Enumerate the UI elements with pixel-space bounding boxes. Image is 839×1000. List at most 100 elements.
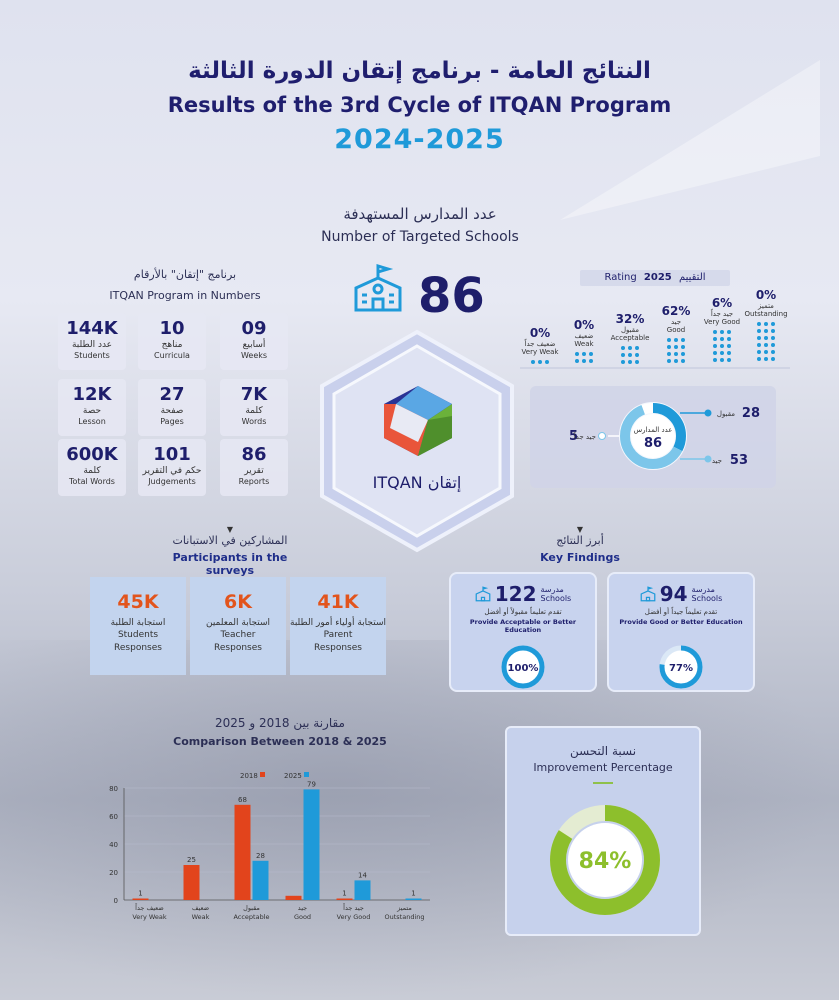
participant-tile: 45K استجابة الطلبة Students Responses xyxy=(90,577,186,675)
key-finding-text-en: Provide Good or Better Education xyxy=(619,618,743,626)
key-finding-unit-en: Schools xyxy=(691,594,723,603)
rating-label-en: Outstanding xyxy=(744,310,788,318)
number-value: 101 xyxy=(153,444,191,465)
rating-dot xyxy=(764,336,768,340)
rating-dot xyxy=(681,359,685,363)
number-value: 600K xyxy=(66,444,118,465)
bar-value-label: 28 xyxy=(256,852,265,860)
x-tick-label-en: Weak xyxy=(192,913,210,921)
x-tick-label-en: Outstanding xyxy=(385,913,425,921)
rating-dot xyxy=(764,350,768,354)
key-finding-ring: 100% xyxy=(501,645,545,689)
y-tick-label: 0 xyxy=(114,897,118,905)
x-tick-label-en: Good xyxy=(294,913,311,921)
key-finding-header: 94 مدرسة Schools xyxy=(609,582,753,606)
number-label-en: Pages xyxy=(160,417,184,426)
rating-heading: Rating 2025 التقييم xyxy=(580,270,730,286)
very-good-marker xyxy=(598,432,606,440)
rating-label-ar: جيد xyxy=(670,318,682,326)
acceptable-marker xyxy=(704,409,712,417)
rating-dot xyxy=(531,360,535,364)
ring-percent: 100% xyxy=(508,663,539,674)
x-tick-label-ar: ضعيف جداً xyxy=(134,903,164,912)
rating-column: 0% ضعيف Weak xyxy=(558,318,610,363)
rating-dot xyxy=(621,360,625,364)
number-label-en: Total Words xyxy=(69,477,115,486)
number-tile: 27 صفحة Pages xyxy=(138,379,206,436)
rating-dot xyxy=(628,353,632,357)
rating-heading-ar: التقييم xyxy=(678,272,706,283)
targeted-label-ar: عدد المدارس المستهدفة xyxy=(343,205,497,223)
key-finding-unit: مدرسة Schools xyxy=(541,585,572,603)
very-good-label: جيد جداً xyxy=(573,431,596,441)
key-finding-card: 94 مدرسة Schools تقدم تعليماً جيداً أو أفضل… xyxy=(607,572,755,692)
rating-dot xyxy=(720,344,724,348)
rating-dot xyxy=(720,330,724,334)
rating-dot xyxy=(635,353,639,357)
targeted-schools-heading: عدد المدارس المستهدفة Number of Targeted… xyxy=(230,205,610,245)
number-tile: 101 حكم في التقرير Judgements xyxy=(138,439,206,496)
rating-label-ar: مقبول xyxy=(620,326,640,334)
good-count: 53 xyxy=(730,453,748,468)
participant-value: 41K xyxy=(317,591,359,613)
rating-dot xyxy=(757,322,761,326)
bar-2025 xyxy=(252,860,269,900)
participant-label-ar: استجابة الطلبة xyxy=(110,618,166,628)
rating-percent: 0% xyxy=(529,326,551,340)
improvement-ring-center xyxy=(568,823,642,897)
number-tile: 86 تقرير Reports xyxy=(220,439,288,496)
key-finding-text-en: Provide Acceptable or Better Education xyxy=(469,618,577,634)
ring-arc xyxy=(659,645,703,689)
rating-dot xyxy=(667,352,671,356)
schools-distribution-box: عدد المدارس 86 28 مقبول 53 جيد 5 جيد جدا… xyxy=(530,386,776,488)
rating-dot xyxy=(713,344,717,348)
acceptable-count: 28 xyxy=(742,406,760,421)
x-tick-label-en: Very Weak xyxy=(132,913,167,921)
comparison-heading-ar: مقارنة بين 2018 و 2025 xyxy=(215,716,345,730)
improvement-percent: 84% xyxy=(579,849,632,874)
rating-dot xyxy=(771,322,775,326)
number-value: 10 xyxy=(159,318,185,339)
school-icon xyxy=(640,586,656,602)
rating-dot xyxy=(727,337,731,341)
rating-dot xyxy=(771,343,775,347)
schools-donut-chart: عدد المدارس 86 28 مقبول 53 جيد 5 جيد جدا… xyxy=(569,402,760,470)
key-finding-ring: 77% xyxy=(659,645,703,689)
x-tick-label-ar: جيد جداً xyxy=(342,903,363,912)
title-years: 2024-2025 xyxy=(334,124,505,155)
ring-arc xyxy=(501,645,545,689)
number-value: 144K xyxy=(66,318,118,339)
x-tick-label-en: Acceptable xyxy=(233,913,269,921)
rating-dot xyxy=(575,352,579,356)
rating-dot xyxy=(771,350,775,354)
number-label-ar: صفحة xyxy=(160,406,184,416)
number-label-ar: كلمة xyxy=(83,466,101,476)
bar-2018 xyxy=(336,898,353,900)
bar-2018 xyxy=(234,804,251,900)
rating-dot xyxy=(582,359,586,363)
number-value: 12K xyxy=(72,384,112,405)
rating-dot xyxy=(757,350,761,354)
rating-dot xyxy=(764,343,768,347)
rating-dot xyxy=(589,352,593,356)
comparison-heading: مقارنة بين 2018 و 2025 Comparison Betwee… xyxy=(150,716,410,748)
title-english: Results of the 3rd Cycle of ITQAN Progra… xyxy=(167,93,672,117)
bar-2025 xyxy=(354,880,371,900)
rating-label-ar: متميز xyxy=(758,302,774,310)
bar-2018 xyxy=(183,865,200,900)
number-label-ar: عدد الطلبة xyxy=(71,340,113,350)
title-arabic: النتائج العامة - برنامج إتقان الدورة الث… xyxy=(188,58,651,84)
number-label-ar: أسابيع xyxy=(242,340,266,350)
bar-value-label: 14 xyxy=(358,871,367,879)
school-icon xyxy=(354,263,402,312)
rating-percent: 32% xyxy=(615,312,645,326)
rating-column: 6% جيد جداً Very Good xyxy=(696,296,748,362)
comparison-bar-chart: 0 20 40 60 80 2018 2025 1 ضعيف جداًVery Weak 25 ضع… xyxy=(109,772,430,921)
rating-percent: 0% xyxy=(573,318,595,332)
x-tick-label-ar: مقبول xyxy=(243,904,260,912)
number-value: 09 xyxy=(241,318,267,339)
participants-heading-ar: المشاركين في الاستبانات xyxy=(172,534,288,547)
key-finding-card: 122 مدرسة Schools تقدم تعليماً مقبولاً أو أ… xyxy=(449,572,597,692)
rating-dot xyxy=(720,358,724,362)
rating-percent: 62% xyxy=(661,304,691,318)
